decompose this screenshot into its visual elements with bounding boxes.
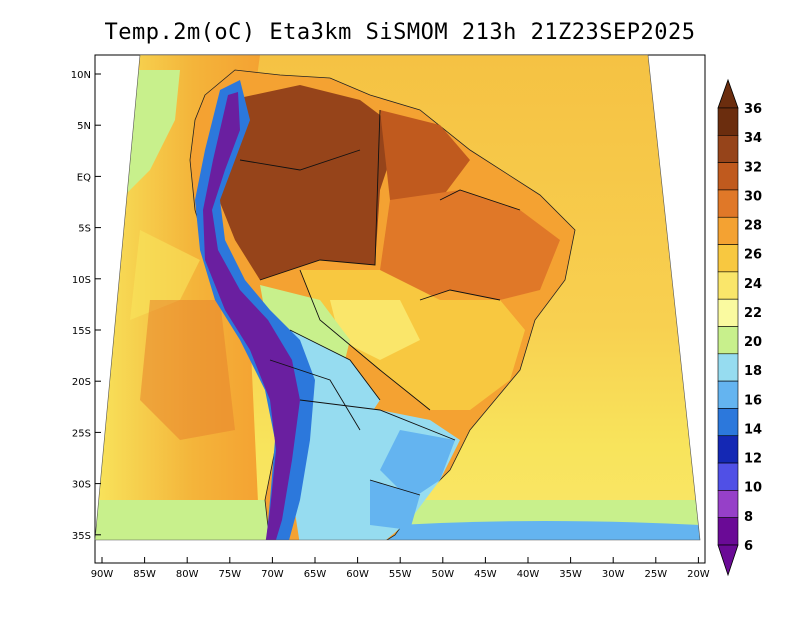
colorbar-level-label: 32 (744, 160, 762, 175)
colorbar-segment (717, 189, 739, 218)
colorbar-level-label: 8 (744, 510, 753, 525)
south-brazil-cold-region (380, 430, 455, 500)
colorbar-segment (717, 162, 739, 191)
lat-tick-label: 15S (72, 326, 91, 337)
amazon-hot-core (215, 85, 400, 280)
colorbar-segment (717, 216, 739, 245)
colorbar-level-label: 12 (744, 452, 762, 467)
colorbar-level-label: 24 (744, 277, 762, 292)
colorbar-level-label: 22 (744, 306, 762, 321)
southern-cold-band (330, 521, 700, 540)
guiana-warm-region (380, 110, 470, 200)
lon-tick-label: 90W (91, 569, 114, 580)
colorbar-level-label: 34 (744, 131, 762, 146)
andes-coldest-ridge (203, 92, 300, 540)
colorbar-level-label: 14 (744, 422, 762, 437)
pacific-mild-patch (130, 230, 200, 320)
lat-tick-label: 5N (77, 121, 91, 132)
lon-tick-label: 35W (559, 569, 582, 580)
colorbar-level-label: 18 (744, 364, 762, 379)
lat-tick-label: 35S (72, 531, 91, 542)
lon-tick-label: 45W (474, 569, 497, 580)
northeast-warm-region (380, 190, 560, 300)
lon-tick-label: 70W (261, 569, 284, 580)
lon-tick-label: 55W (389, 569, 412, 580)
colorbar-level-label: 36 (744, 102, 762, 117)
colorbar-level-label: 20 (744, 335, 762, 350)
lat-tick-label: EQ (77, 172, 91, 183)
domain-outline (94, 54, 701, 541)
colorbar-segment (717, 298, 739, 327)
lon-tick-label: 50W (431, 569, 454, 580)
lat-tick-label: 5S (78, 224, 91, 235)
lon-tick-label: 25W (644, 569, 667, 580)
colorbar-level-label: 10 (744, 481, 762, 496)
colorbar-segment (717, 408, 739, 437)
lon-tick-label: 60W (346, 569, 369, 580)
lat-tick-label: 10S (72, 275, 91, 286)
colorbar-segment (717, 517, 739, 546)
latitude-axis: 10N 5N EQ 5S 10S 15S 20S 25S 30S 35S (71, 70, 101, 542)
lon-tick-label: 85W (133, 569, 156, 580)
colorbar-segment (717, 326, 739, 355)
colorbar-level-label: 30 (744, 189, 762, 204)
colorbar-segment (717, 135, 739, 163)
longitude-axis: 90W 85W 80W 75W 70W 65W 60W 55W 50W 45W 40W 35W 30W 2… (91, 557, 710, 580)
colorbar-segment (717, 107, 739, 136)
colorbar-level-label: 26 (744, 248, 762, 263)
lat-tick-label: 20S (72, 377, 91, 388)
colorbar-segment (717, 435, 739, 464)
political-borders (239, 109, 521, 496)
colorbar-segment (717, 490, 739, 518)
temperature-field (95, 55, 700, 540)
colorbar-segment (717, 244, 739, 273)
uruguay-cold-region (370, 480, 420, 530)
colorbar-segment (717, 353, 739, 382)
lat-tick-label: 25S (72, 428, 91, 439)
lon-tick-label: 80W (176, 569, 199, 580)
lon-tick-label: 75W (218, 569, 241, 580)
colorbar-segment (717, 462, 739, 491)
colorbar: 36 34 32 30 28 26 24 22 20 18 16 14 12 10 8 6 (717, 78, 762, 577)
colorbar-segment (717, 271, 739, 300)
lat-tick-label: 30S (72, 480, 91, 491)
lon-tick-label: 40W (517, 569, 540, 580)
colorbar-segment (717, 380, 739, 409)
cerrado-mild-patch (330, 300, 420, 360)
colorbar-level-label: 28 (744, 219, 762, 234)
lon-tick-label: 30W (602, 569, 625, 580)
colorbar-bottom-arrow (717, 544, 739, 577)
colorbar-level-label: 6 (744, 539, 753, 554)
pacific-warm-patch (140, 300, 235, 440)
lon-tick-label: 65W (304, 569, 327, 580)
colorbar-top-arrow (717, 78, 739, 109)
colorbar-level-label: 16 (744, 393, 762, 408)
lon-tick-label: 20W (687, 569, 710, 580)
map-title: Temp.2m(oC) Eta3km SiSMOM 213h 21Z23SEP2… (104, 20, 696, 45)
lat-tick-label: 10N (71, 70, 91, 81)
